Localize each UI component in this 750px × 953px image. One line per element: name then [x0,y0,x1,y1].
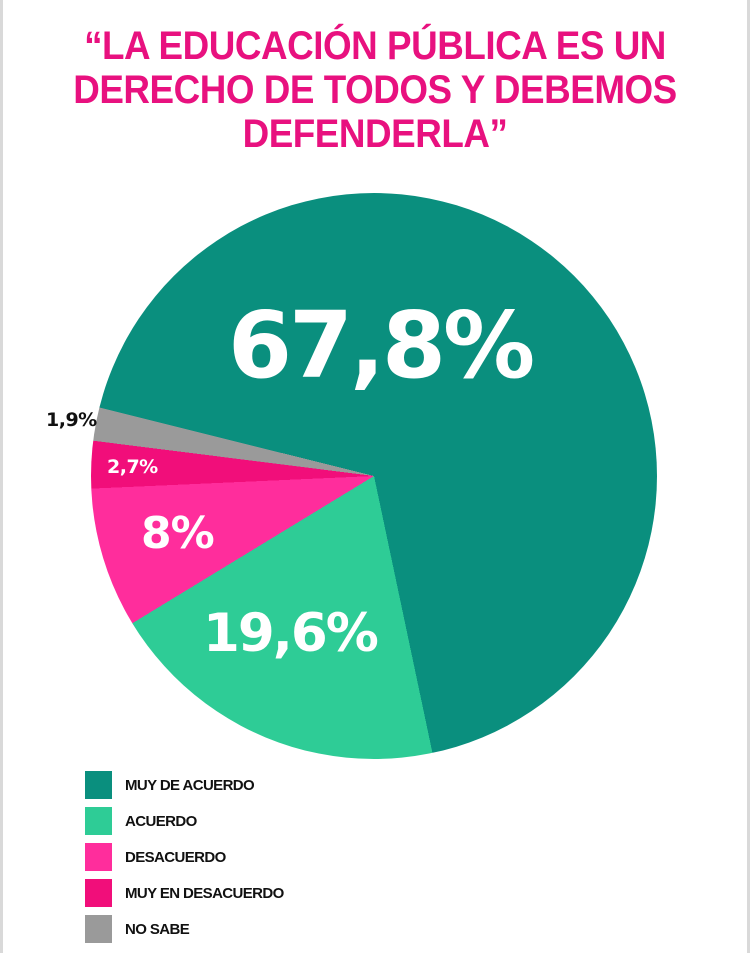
legend-swatch-icon [85,915,112,943]
legend-label: NO SABE [125,920,190,938]
legend-swatch-icon [85,771,112,799]
slice-label-muy-en-desacuerdo: 2,7% [107,456,158,478]
legend-label: MUY DE ACUERDO [125,776,255,794]
legend-label: DESACUERDO [125,848,226,866]
frame-border-left [0,0,3,953]
chart-title-line-3: DEFENDERLA” [242,112,508,156]
slice-label-no-sabe: 1,9% [46,409,97,431]
chart-title: “LA EDUCACIÓN PÚBLICA ES UN DERECHO DE T… [30,24,720,156]
legend-label: ACUERDO [125,812,197,830]
chart-title-line-2: DERECHO DE TODOS Y DEBEMOS [73,68,677,112]
slice-label-acuerdo: 19,6% [203,603,379,664]
slice-label-muy-de-acuerdo: 67,8% [228,292,535,399]
legend-item-desacuerdo: DESACUERDO [85,843,284,871]
slice-label-desacuerdo: 8% [141,508,215,559]
legend-item-acuerdo: ACUERDO [85,807,284,835]
legend-swatch-icon [85,843,112,871]
pie-chart [91,193,657,759]
legend-item-no-sabe: NO SABE [85,915,284,943]
legend-label: MUY EN DESACUERDO [125,884,284,902]
chart-legend: MUY DE ACUERDO ACUERDO DESACUERDO MUY EN… [85,771,284,951]
legend-item-muy-en-desacuerdo: MUY EN DESACUERDO [85,879,284,907]
frame-border-right [747,0,750,953]
legend-item-muy-de-acuerdo: MUY DE ACUERDO [85,771,284,799]
legend-swatch-icon [85,879,112,907]
legend-swatch-icon [85,807,112,835]
chart-title-line-1: “LA EDUCACIÓN PÚBLICA ES UN [84,24,666,68]
